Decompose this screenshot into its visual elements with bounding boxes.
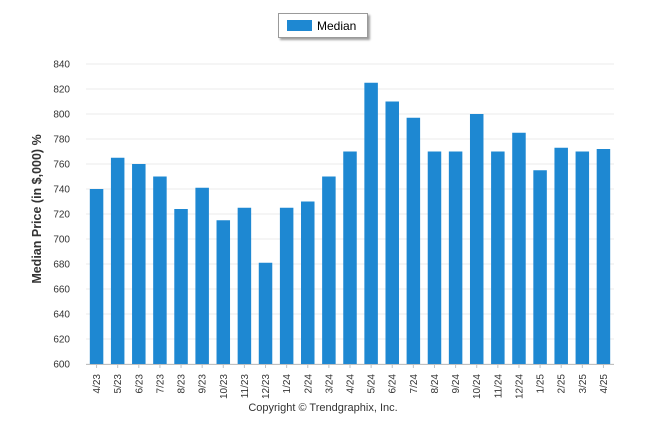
x-tick-label: 10/23 bbox=[219, 374, 230, 399]
x-tick-label: 10/24 bbox=[472, 374, 483, 399]
bar bbox=[322, 176, 336, 364]
copyright-text: Copyright © Trendgraphix, Inc. bbox=[248, 402, 398, 414]
bar bbox=[301, 201, 315, 364]
bar bbox=[195, 187, 209, 364]
x-tick-label: 1/25 bbox=[536, 374, 547, 394]
y-tick-label: 620 bbox=[53, 335, 70, 346]
bar bbox=[153, 176, 167, 364]
y-axis-label: Median Price (in $,000) % bbox=[30, 134, 44, 284]
bar bbox=[258, 262, 273, 364]
bar bbox=[469, 114, 484, 364]
legend[interactable]: Median bbox=[278, 13, 368, 38]
x-tick-label: 2/25 bbox=[557, 374, 568, 394]
y-tick-label: 600 bbox=[53, 360, 70, 371]
bar bbox=[216, 220, 231, 364]
x-tick-label: 4/25 bbox=[599, 374, 610, 394]
bar bbox=[533, 170, 547, 364]
x-tick-label: 4/23 bbox=[92, 374, 103, 394]
x-tick-label: 12/23 bbox=[261, 374, 272, 399]
x-tick-label: 11/24 bbox=[493, 374, 504, 399]
x-tick-label: 9/24 bbox=[451, 374, 462, 394]
bar bbox=[406, 117, 421, 364]
x-tick-label: 4/24 bbox=[346, 374, 357, 394]
bar bbox=[89, 189, 104, 364]
y-tick-label: 720 bbox=[53, 210, 70, 221]
bar bbox=[491, 151, 505, 364]
y-tick-label: 700 bbox=[53, 235, 70, 246]
x-tick-label: 6/23 bbox=[134, 374, 145, 394]
y-tick-label: 820 bbox=[53, 85, 70, 96]
bar bbox=[343, 151, 357, 364]
x-tick-label: 8/24 bbox=[430, 374, 441, 394]
x-tick-label: 11/23 bbox=[240, 374, 251, 399]
x-tick-label: 7/23 bbox=[155, 374, 166, 394]
bar bbox=[174, 209, 188, 364]
x-tick-label: 3/24 bbox=[324, 374, 335, 394]
y-tick-label: 680 bbox=[53, 260, 70, 271]
x-tick-label: 3/25 bbox=[578, 374, 589, 394]
y-tick-label: 740 bbox=[53, 185, 70, 196]
bar bbox=[512, 132, 526, 364]
x-tick-label: 7/24 bbox=[409, 374, 420, 394]
bar bbox=[385, 101, 399, 364]
x-tick-label: 9/23 bbox=[198, 374, 209, 394]
bar bbox=[110, 157, 125, 364]
y-tick-label: 660 bbox=[53, 285, 70, 296]
y-tick-label: 640 bbox=[53, 310, 70, 321]
bar bbox=[364, 82, 378, 364]
x-tick-label: 1/24 bbox=[282, 374, 293, 394]
bar bbox=[575, 151, 590, 364]
bar bbox=[427, 151, 442, 364]
bar bbox=[448, 151, 463, 364]
bar bbox=[279, 207, 294, 364]
x-tick-label: 6/24 bbox=[388, 374, 399, 394]
y-tick-label: 780 bbox=[53, 135, 70, 146]
y-tick-label: 760 bbox=[53, 160, 70, 171]
y-tick-label: 800 bbox=[53, 110, 70, 121]
x-tick-label: 5/23 bbox=[113, 374, 124, 394]
bar bbox=[132, 164, 146, 364]
legend-swatch-median bbox=[287, 20, 312, 31]
x-tick-label: 2/24 bbox=[303, 374, 314, 394]
x-tick-label: 5/24 bbox=[367, 374, 378, 394]
x-tick-label: 8/23 bbox=[177, 374, 188, 394]
bar bbox=[596, 149, 611, 364]
legend-label-median: Median bbox=[317, 18, 357, 33]
x-tick-label: 12/24 bbox=[514, 374, 525, 399]
bar bbox=[237, 207, 252, 364]
y-tick-label: 840 bbox=[53, 60, 70, 71]
bar bbox=[554, 147, 568, 364]
